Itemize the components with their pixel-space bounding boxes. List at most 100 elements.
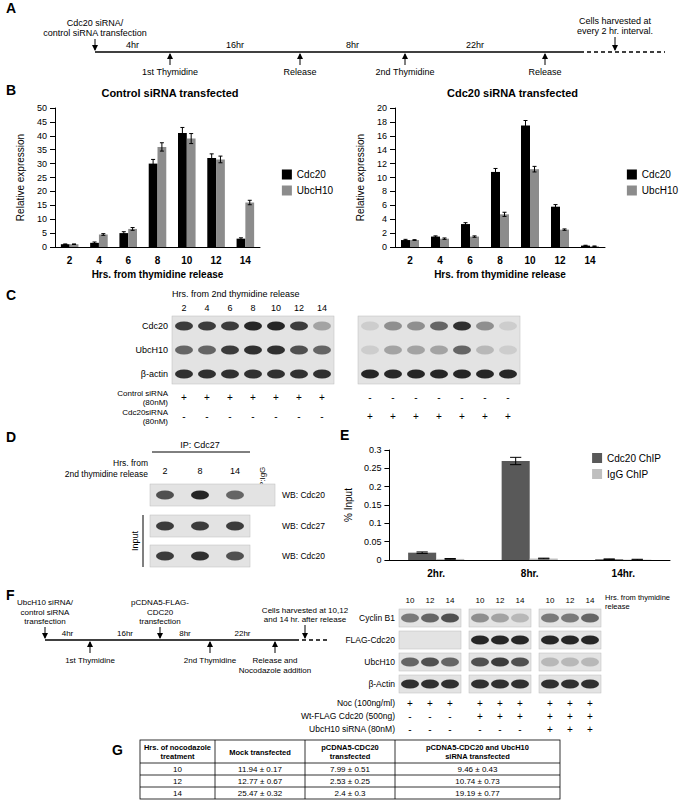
svg-text:+: + <box>427 698 433 709</box>
svg-text:4hr: 4hr <box>62 629 74 638</box>
svg-text:-: - <box>437 392 440 403</box>
svg-text:UbcH10 siRNA (80nM): UbcH10 siRNA (80nM) <box>309 724 395 734</box>
svg-text:UbcH10: UbcH10 <box>135 345 168 355</box>
svg-text:12: 12 <box>496 596 505 605</box>
svg-text:UbcH10 siRNA/: UbcH10 siRNA/ <box>17 598 74 607</box>
svg-text:Cdc20 siRNA transfected: Cdc20 siRNA transfected <box>447 87 578 99</box>
svg-text:+: + <box>567 698 573 709</box>
svg-text:WB: Cdc20: WB: Cdc20 <box>282 490 325 500</box>
svg-text:release: release <box>605 602 630 611</box>
svg-text:10: 10 <box>476 596 485 605</box>
svg-text:12: 12 <box>294 303 304 313</box>
svg-text:16hr: 16hr <box>226 40 244 50</box>
svg-text:+: + <box>477 711 483 722</box>
svg-text:1st Thymidine: 1st Thymidine <box>142 67 198 77</box>
svg-text:Control siRNA: Control siRNA <box>117 389 168 398</box>
svg-text:2.4 ± 0.3: 2.4 ± 0.3 <box>334 789 366 798</box>
svg-text:Input: Input <box>130 530 140 551</box>
svg-text:12.77 ± 0.67: 12.77 ± 0.67 <box>238 777 283 786</box>
svg-text:+: + <box>227 392 233 403</box>
svg-text:Wt-FLAG Cdc20 (500ng): Wt-FLAG Cdc20 (500ng) <box>301 711 395 721</box>
svg-text:B: B <box>6 82 16 98</box>
svg-text:1st Thymidine: 1st Thymidine <box>65 656 115 665</box>
svg-text:pCDNA5-CDC20: pCDNA5-CDC20 <box>321 743 379 752</box>
svg-text:50: 50 <box>37 103 47 113</box>
svg-text:+: + <box>407 698 413 709</box>
svg-text:Hrs. from thymidine release: Hrs. from thymidine release <box>92 269 224 280</box>
svg-text:transfection: transfection <box>139 617 180 626</box>
svg-text:10: 10 <box>173 765 182 774</box>
svg-text:-: - <box>460 392 463 403</box>
svg-text:-: - <box>251 411 254 422</box>
svg-text:6: 6 <box>382 200 387 210</box>
svg-text:Hrs. of nocodazole: Hrs. of nocodazole <box>144 743 211 752</box>
svg-text:22hr: 22hr <box>234 629 250 638</box>
svg-text:25.47 ± 0.32: 25.47 ± 0.32 <box>238 789 283 798</box>
svg-text:-: - <box>414 392 417 403</box>
svg-text:WB: Cdc27: WB: Cdc27 <box>282 521 325 531</box>
svg-text:UbcH10: UbcH10 <box>642 185 679 196</box>
svg-text:14: 14 <box>317 303 327 313</box>
svg-text:transfected: transfected <box>330 752 371 761</box>
svg-text:12: 12 <box>566 596 575 605</box>
svg-text:+: + <box>482 411 488 422</box>
svg-text:7.99 ± 0.51: 7.99 ± 0.51 <box>330 765 371 774</box>
svg-text:Cdc20 siRNA/: Cdc20 siRNA/ <box>67 18 124 28</box>
svg-text:10: 10 <box>271 303 281 313</box>
svg-text:-: - <box>498 724 501 735</box>
svg-text:+: + <box>517 698 523 709</box>
svg-text:30: 30 <box>37 159 47 169</box>
svg-text:-: - <box>297 411 300 422</box>
svg-text:45: 45 <box>37 117 47 127</box>
svg-text:2: 2 <box>382 228 387 238</box>
svg-text:Mock transfected: Mock transfected <box>229 748 291 757</box>
svg-text:40: 40 <box>37 131 47 141</box>
svg-text:6: 6 <box>227 303 232 313</box>
svg-text:8: 8 <box>155 255 161 266</box>
svg-text:12: 12 <box>426 596 435 605</box>
svg-text:G: G <box>112 742 123 758</box>
svg-text:Cdc20: Cdc20 <box>142 321 168 331</box>
svg-text:Nocodazole addition: Nocodazole addition <box>239 666 312 675</box>
svg-text:10: 10 <box>546 596 555 605</box>
svg-text:+: + <box>567 711 573 722</box>
svg-text:+: + <box>505 411 511 422</box>
svg-text:0: 0 <box>42 242 47 252</box>
svg-text:control siRNA: control siRNA <box>21 608 71 617</box>
svg-text:18: 18 <box>377 117 387 127</box>
svg-text:-: - <box>205 411 208 422</box>
svg-text:4: 4 <box>204 303 209 313</box>
svg-text:8: 8 <box>382 186 387 196</box>
svg-text:9.46 ± 0.43: 9.46 ± 0.43 <box>458 765 499 774</box>
svg-text:2: 2 <box>67 255 73 266</box>
svg-text:8: 8 <box>497 255 503 266</box>
svg-text:-: - <box>483 392 486 403</box>
svg-text:+: + <box>587 711 593 722</box>
svg-text:0.3: 0.3 <box>369 445 382 455</box>
svg-text:+: + <box>497 711 503 722</box>
svg-text:12: 12 <box>211 255 223 266</box>
svg-text:(80nM): (80nM) <box>143 398 169 407</box>
svg-text:every 2 hr. interval.: every 2 hr. interval. <box>577 26 653 36</box>
svg-text:siRNA transfected: siRNA transfected <box>445 752 510 761</box>
svg-text:10: 10 <box>37 214 47 224</box>
svg-text:+: + <box>547 698 553 709</box>
svg-text:D: D <box>6 429 16 445</box>
svg-text:Relative expression: Relative expression <box>355 134 366 221</box>
svg-text:20: 20 <box>377 103 387 113</box>
svg-text:(80nM): (80nM) <box>143 417 169 426</box>
svg-text:UbcH10: UbcH10 <box>364 657 395 667</box>
svg-text:Release: Release <box>528 67 561 77</box>
svg-text:+: + <box>367 411 373 422</box>
svg-text:11.94 ± 0.17: 11.94 ± 0.17 <box>238 765 282 774</box>
svg-text:A: A <box>6 0 16 16</box>
svg-text:+: + <box>319 392 325 403</box>
svg-text:-: - <box>448 724 451 735</box>
svg-text:+: + <box>273 392 279 403</box>
svg-text:10: 10 <box>181 255 193 266</box>
svg-text:25: 25 <box>37 173 47 183</box>
svg-text:-: - <box>428 711 431 722</box>
svg-text:14: 14 <box>516 596 525 605</box>
svg-text:-: - <box>478 724 481 735</box>
svg-text:19.19 ± 0.77: 19.19 ± 0.77 <box>455 789 500 798</box>
